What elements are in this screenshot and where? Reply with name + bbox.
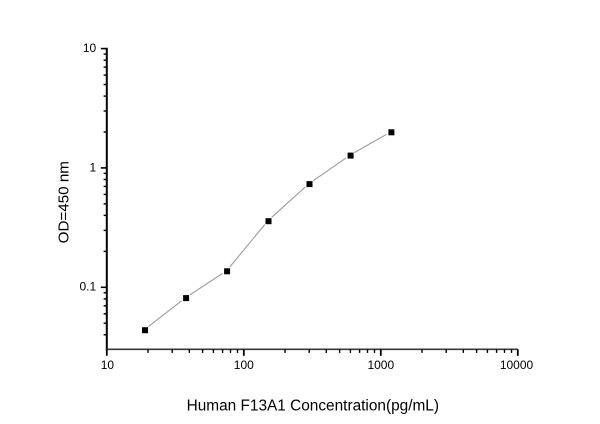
svg-text:0.1: 0.1 [80,280,97,294]
svg-text:100: 100 [234,358,254,372]
svg-text:1: 1 [90,160,97,174]
svg-text:OD=450 nm: OD=450 nm [56,161,73,243]
svg-text:1000: 1000 [367,358,394,372]
svg-text:10: 10 [101,358,115,372]
svg-text:10: 10 [83,41,97,55]
svg-text:10000: 10000 [500,358,534,372]
svg-text:Human F13A1 Concentration(pg/m: Human F13A1 Concentration(pg/mL) [187,397,439,414]
